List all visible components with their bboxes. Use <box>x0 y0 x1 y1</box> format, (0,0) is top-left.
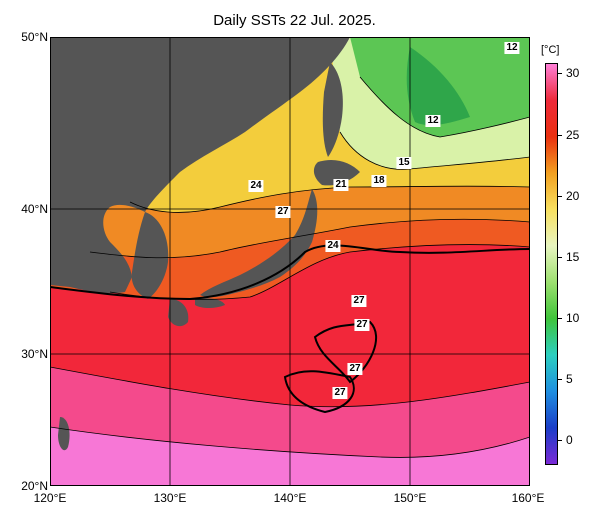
shikoku <box>195 298 225 308</box>
contour-label: 21 <box>333 179 349 191</box>
colorbar-tick-mark <box>558 135 562 136</box>
colorbar-tick-mark <box>558 73 562 74</box>
contour-label: 27 <box>332 387 348 399</box>
colorbar-tick-mark <box>558 379 562 380</box>
colorbar-tick-mark <box>558 257 562 258</box>
contour-label: 27 <box>347 363 363 375</box>
sst-map: 12 12 15 18 21 24 24 27 27 27 27 27 <box>50 37 530 486</box>
lon-label: 150°E <box>393 491 427 505</box>
kyushu <box>168 299 189 327</box>
isotherm-27 <box>50 244 530 301</box>
lat-label: 50°N <box>21 30 48 44</box>
korea <box>131 212 169 299</box>
lon-label: 120°E <box>33 491 67 505</box>
contour-label: 24 <box>248 180 264 192</box>
isotherm-27-south <box>283 370 355 414</box>
lat-label: 20°N <box>21 479 48 493</box>
contour-label: 12 <box>425 115 441 127</box>
colorbar-tick-label: 15 <box>566 250 580 264</box>
colorbar-tick-label: 5 <box>566 372 573 386</box>
isotherm-27-closed <box>313 320 377 384</box>
cold-core <box>406 47 470 126</box>
colorbar-tick-mark <box>558 196 562 197</box>
colorbar-tick-mark <box>558 440 562 441</box>
lat-label: 40°N <box>21 202 48 216</box>
sakhalin <box>322 62 343 157</box>
honshu <box>200 189 318 298</box>
contour-label: 15 <box>396 157 412 169</box>
lat-label: 30°N <box>21 347 48 361</box>
contour-label: 24 <box>325 240 341 252</box>
colorbar-tick-label: 30 <box>566 66 580 80</box>
lon-label: 130°E <box>153 491 187 505</box>
lon-label: 140°E <box>273 491 307 505</box>
map-frame <box>50 37 530 486</box>
colorbar-tick-mark <box>558 318 562 319</box>
colorbar-tick-label: 20 <box>566 189 580 203</box>
colorbar <box>545 63 558 465</box>
colorbar-tick-label: 25 <box>566 128 580 142</box>
contour-label: 27 <box>275 206 291 218</box>
colorbar-tick-label: 10 <box>566 311 580 325</box>
contour-label: 12 <box>504 42 520 54</box>
sst-field <box>50 37 530 486</box>
continent <box>50 37 350 294</box>
map-title: Daily SSTs 22 Jul. 2025. <box>213 12 376 29</box>
contour-label: 27 <box>351 295 367 307</box>
contour-label: 18 <box>371 175 387 187</box>
colorbar-tick-label: 0 <box>566 433 573 447</box>
lon-label: 160°E <box>511 491 545 505</box>
contour-label: 27 <box>354 319 370 331</box>
taiwan <box>58 417 70 451</box>
colorbar-unit: [°C] <box>541 44 560 56</box>
